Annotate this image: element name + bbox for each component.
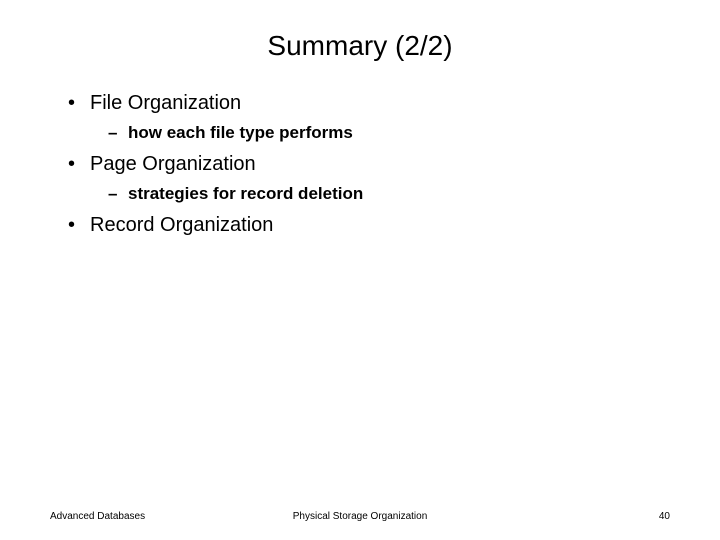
footer-left: Advanced Databases: [50, 511, 145, 522]
bullet-item: Record Organization: [60, 214, 670, 237]
footer-page-number: 40: [659, 511, 670, 522]
slide-content: File Organization how each file type per…: [50, 92, 670, 237]
sub-bullet-item: strategies for record deletion: [60, 184, 670, 204]
slide-title: Summary (2/2): [50, 30, 670, 62]
footer-center: Physical Storage Organization: [293, 511, 428, 522]
slide-footer: Advanced Databases Physical Storage Orga…: [0, 511, 720, 522]
slide: Summary (2/2) File Organization how each…: [0, 0, 720, 540]
bullet-item: Page Organization: [60, 153, 670, 176]
bullet-item: File Organization: [60, 92, 670, 115]
sub-bullet-item: how each file type performs: [60, 123, 670, 143]
